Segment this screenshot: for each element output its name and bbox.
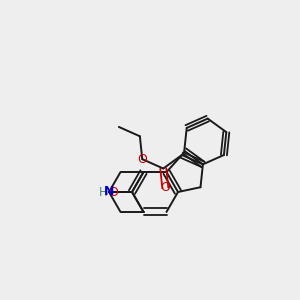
Text: N: N — [104, 185, 114, 199]
Text: O: O — [137, 153, 147, 166]
Text: O: O — [160, 182, 170, 194]
Text: O: O — [108, 185, 118, 199]
Text: H: H — [99, 185, 108, 199]
